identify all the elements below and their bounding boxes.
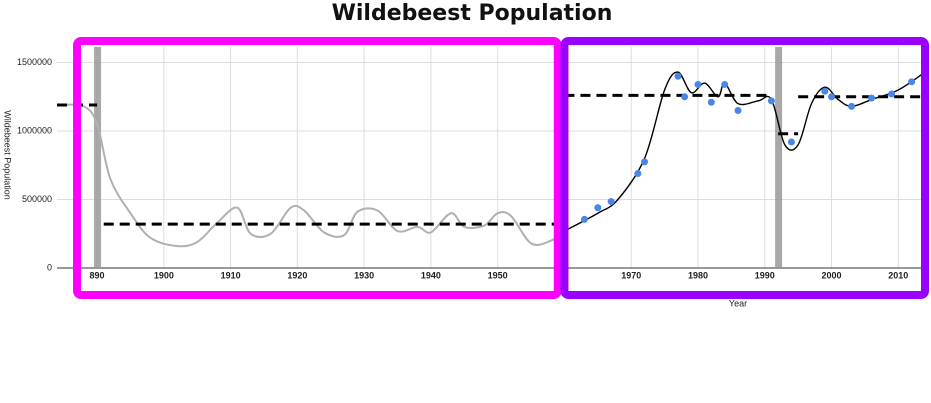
data-point [694,80,702,88]
data-point [607,198,615,206]
data-point [787,138,795,146]
chart-title: Wildebeest Population [332,1,613,26]
x-tick-label: 1970 [621,270,641,280]
data-point [580,215,588,223]
y-tick-label: 1000000 [17,125,52,135]
x-tick-label: 1940 [421,270,441,280]
x-tick-label: 1950 [488,270,508,280]
x-tick-label: 1910 [221,270,241,280]
y-axis-label: Wildebeest Population [3,110,13,200]
band [775,47,783,268]
data-point [734,106,742,114]
x-tick-label: 1980 [688,270,708,280]
x-tick-label: 1930 [354,270,374,280]
data-point [594,204,602,212]
x-axis-label: Year [729,298,747,308]
x-tick-label: 2000 [822,270,842,280]
data-point [868,94,876,102]
x-tick-label: 2010 [888,270,908,280]
x-tick-label: 1900 [154,270,174,280]
highlight-box [73,37,562,299]
highlight-box [560,37,929,299]
data-point [721,80,729,88]
line [564,71,926,232]
data-point [888,90,896,98]
data-point [908,78,916,86]
x-tick-label: 1990 [755,270,775,280]
data-point [707,98,715,106]
y-tick-label: 500000 [22,194,52,204]
data-point [848,102,856,110]
x-tick-label: 1920 [287,270,307,280]
data-point [674,72,682,80]
data-point [821,87,829,95]
data-point [828,93,836,101]
data-point [641,158,649,166]
line [56,103,566,248]
data-point [767,97,775,105]
y-tick-label: 1500000 [17,57,52,67]
x-tick-label: 890 [90,270,105,280]
y-tick-label: 0 [47,262,52,272]
data-point [634,169,642,177]
band [94,47,102,268]
data-point [681,93,689,101]
